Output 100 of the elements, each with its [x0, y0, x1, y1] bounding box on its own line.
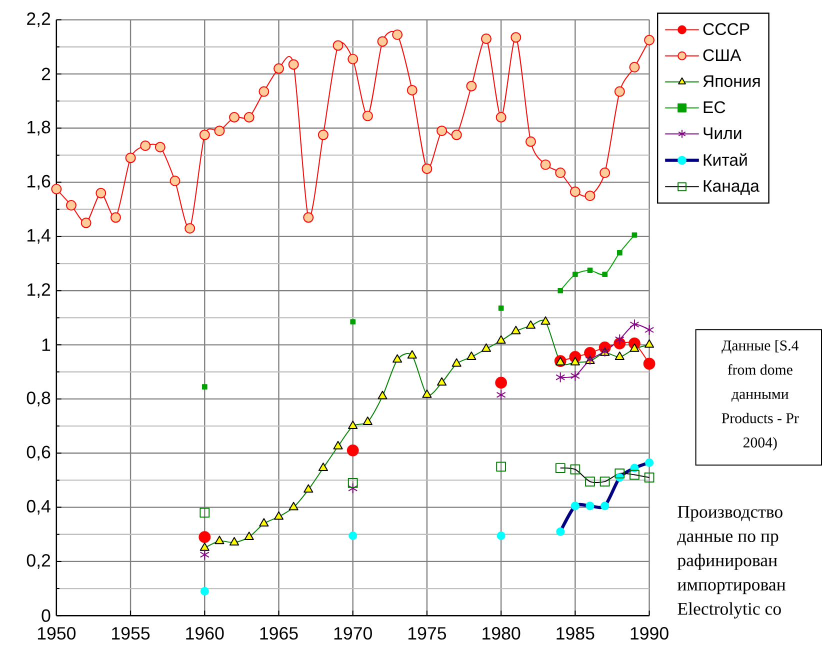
point: [570, 464, 580, 474]
y-tick-label: 0,4: [26, 500, 50, 515]
x-tick-label: 1950: [38, 626, 76, 640]
point: [632, 232, 638, 238]
point: [362, 110, 373, 122]
point: [229, 112, 240, 122]
point: [498, 305, 504, 311]
point: [288, 59, 299, 70]
y-tick-label: 0,8: [26, 391, 50, 406]
point: [496, 389, 506, 400]
text: Данные [S.4: [722, 340, 799, 354]
point: [629, 62, 640, 72]
point: [200, 549, 210, 560]
point: [51, 184, 62, 194]
point: [614, 468, 625, 478]
point: [274, 63, 284, 74]
text: from dome: [728, 364, 792, 375]
point: [436, 125, 448, 136]
y-tick-label: 0: [42, 609, 50, 622]
point: [422, 163, 432, 174]
point: [600, 476, 610, 486]
y-tick-label: 1,2: [28, 283, 50, 298]
x-tick-label: 1990: [630, 626, 668, 640]
point: [481, 33, 492, 44]
point: [154, 142, 166, 152]
point: [570, 502, 580, 510]
point: [600, 167, 610, 178]
point: [125, 152, 136, 164]
point: [600, 502, 610, 510]
point: [184, 222, 196, 234]
y-tick-label: 2,2: [27, 12, 50, 28]
x-tick-label: 1975: [408, 626, 446, 640]
y-tick-label: 0,6: [26, 446, 50, 460]
point: [96, 188, 106, 198]
point: [510, 32, 522, 43]
point: [346, 444, 359, 456]
point: [348, 482, 358, 494]
point: [318, 130, 328, 140]
point: [66, 200, 76, 210]
legend-label: США: [703, 49, 742, 62]
point: [572, 272, 578, 277]
point: [348, 478, 358, 488]
point: [602, 272, 608, 277]
point: [584, 190, 596, 201]
point: [466, 80, 477, 92]
text: Electrolytic co: [678, 602, 781, 618]
point: [377, 36, 388, 47]
point: [644, 472, 654, 482]
point: [555, 167, 566, 178]
point: [200, 586, 209, 596]
y-tick-label: 1,8: [28, 120, 50, 136]
legend-label: ЕС: [704, 101, 726, 114]
point: [451, 130, 462, 140]
point: [645, 458, 654, 467]
point: [198, 531, 211, 543]
x-tick-label: 1965: [260, 626, 298, 640]
legend-label: Китай: [704, 153, 747, 166]
point: [614, 86, 625, 97]
point: [199, 130, 210, 140]
point: [170, 176, 180, 186]
point: [258, 86, 270, 97]
point: [214, 125, 225, 136]
text: Products - Pr: [722, 412, 799, 424]
y-tick-label: 0,2: [26, 554, 50, 569]
point: [496, 531, 506, 540]
text: данными: [731, 392, 788, 402]
point: [558, 288, 564, 294]
point: [496, 462, 506, 472]
point: [585, 476, 595, 486]
point: [110, 212, 121, 223]
y-tick-label: 2: [42, 68, 50, 80]
point: [540, 159, 551, 170]
x-tick-label: 1960: [186, 626, 224, 640]
point: [348, 54, 358, 64]
point: [644, 34, 655, 46]
point: [303, 212, 314, 223]
text: данные по пр: [677, 533, 778, 546]
x-tick-label: 1985: [556, 626, 594, 640]
point: [495, 376, 508, 389]
point: [586, 502, 594, 510]
text: импортирован: [678, 582, 786, 594]
point: [80, 218, 92, 228]
legend-label: Канада: [704, 180, 760, 195]
point: [202, 384, 208, 390]
point: [350, 319, 356, 324]
y-tick-label: 1: [42, 338, 50, 351]
legend-label: Чили: [704, 127, 742, 140]
point: [616, 250, 622, 256]
point: [630, 470, 640, 480]
point: [556, 527, 565, 536]
point: [570, 186, 580, 197]
text: рафинирован: [677, 554, 778, 570]
point: [332, 40, 344, 51]
y-tick-label: 1,6: [28, 174, 50, 190]
text: 2004): [743, 436, 777, 450]
legend-label: СССР: [703, 23, 750, 35]
point: [348, 531, 358, 540]
x-tick-label: 1970: [334, 626, 372, 640]
point: [496, 112, 506, 122]
point: [587, 268, 593, 273]
